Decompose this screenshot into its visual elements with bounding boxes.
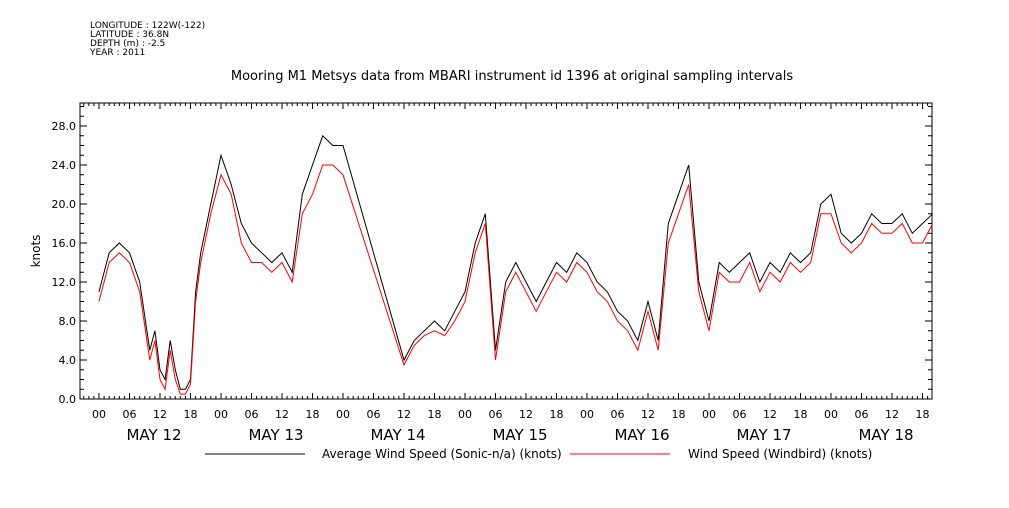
x-day-label: MAY 15 [492,426,547,444]
x-tick-label: 06 [245,408,259,421]
legend-label-1: Wind Speed (Windbird) (knots) [688,447,872,461]
location-metadata: LONGITUDE : 122W(-122)LATITUDE : 36.8NDE… [89,21,205,58]
x-tick-label: 12 [763,408,777,421]
x-tick-label: 18 [428,408,442,421]
x-tick-label: 18 [550,408,564,421]
y-tick-label: 0.0 [59,393,77,406]
x-day-label: MAY 18 [858,426,913,444]
x-tick-label: 18 [672,408,686,421]
x-tick-label: 06 [123,408,137,421]
y-tick-labels: 0.0 4.0 8.0 12.0 16.0 20.0 24.0 28.0 [52,120,77,406]
x-tick-label: 00 [336,408,350,421]
x-day-label: MAY 13 [248,426,303,444]
x-tick-label: 18 [306,408,320,421]
x-day-label: MAY 17 [736,426,791,444]
x-tick-label: 00 [702,408,716,421]
legend-label-0: Average Wind Speed (Sonic-n/a) (knots) [322,447,562,461]
x-tick-label: 00 [214,408,228,421]
metadata-line: LATITUDE : 36.8N [90,30,169,40]
x-tick-label: 00 [580,408,594,421]
x-tick-label: 12 [397,408,411,421]
y-tick-label: 20.0 [52,198,77,211]
metadata-line: DEPTH (m) : -2.5 [90,39,165,49]
x-tick-label: 18 [184,408,198,421]
series-lines [98,134,934,395]
x-tick-label: 12 [153,408,167,421]
x-tick-label: 06 [489,408,503,421]
y-tick-label: 12.0 [52,276,77,289]
metadata-line: YEAR : 2011 [89,48,145,58]
x-day-label: MAY 16 [614,426,669,444]
x-day-labels: MAY 12 MAY 13 MAY 14 MAY 15 MAY 16 MAY 17 MAY … [126,426,913,444]
x-day-label: MAY 12 [126,426,181,444]
x-tick-label: 18 [916,408,930,421]
axis-ticks [80,103,932,400]
plot-frame [79,102,933,400]
series-line-1 [98,164,934,395]
chart-title: Mooring M1 Metsys data from MBARI instru… [231,69,793,84]
x-tick-label: 12 [641,408,655,421]
x-tick-label: 06 [367,408,381,421]
y-tick-label: 8.0 [59,315,77,328]
x-tick-label: 00 [824,408,838,421]
series-line-0 [98,134,934,390]
x-tick-labels: 00 06 12 18 00 06 12 18 00 06 12 18 00 06 12 18 00 06 12 18… [92,408,930,421]
x-tick-label: 00 [458,408,472,421]
x-tick-label: 12 [275,408,289,421]
y-tick-label: 24.0 [52,159,77,172]
y-tick-label: 28.0 [52,120,77,133]
y-axis-label: knots [29,235,43,268]
legend: Average Wind Speed (Sonic-n/a) (knots) Wi… [205,447,872,461]
x-tick-label: 06 [611,408,625,421]
x-tick-label: 12 [885,408,899,421]
x-tick-label: 06 [855,408,869,421]
metadata-line: LONGITUDE : 122W(-122) [90,21,205,31]
y-tick-label: 16.0 [52,237,77,250]
x-tick-label: 18 [794,408,808,421]
x-tick-label: 00 [92,408,106,421]
x-tick-label: 12 [519,408,533,421]
x-tick-label: 06 [733,408,747,421]
x-day-label: MAY 14 [370,426,425,444]
y-tick-label: 4.0 [59,354,77,367]
